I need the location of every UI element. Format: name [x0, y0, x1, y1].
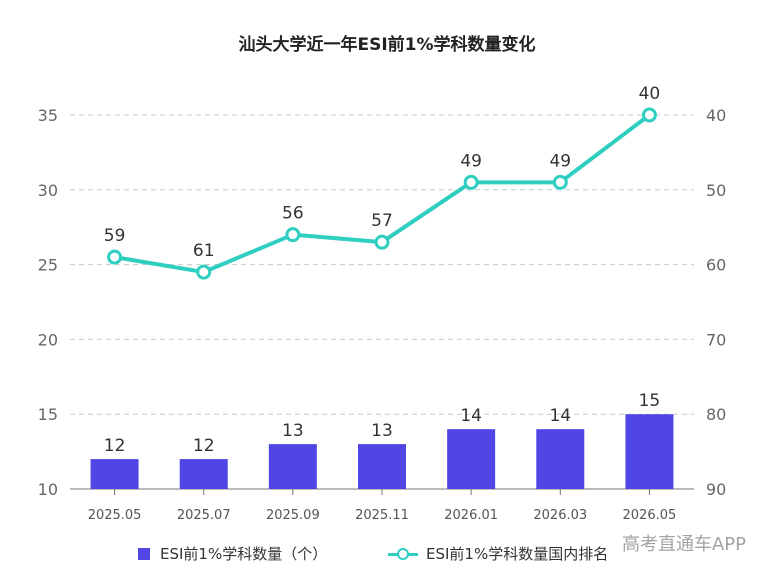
rank-point	[196, 264, 212, 280]
bar-value-label: 12	[104, 436, 126, 456]
bar	[179, 459, 228, 489]
bar-value-label: 14	[549, 406, 571, 426]
rank-point	[641, 107, 657, 123]
x-tick-label: 2025.11	[355, 508, 409, 523]
legend-line-swatch	[388, 547, 418, 560]
bar-value-label: 13	[371, 421, 393, 441]
legend-bar-label: ESI前1%学科数量（个）	[160, 545, 328, 563]
x-tick-label: 2026.05	[623, 508, 677, 523]
legend-bar-swatch	[138, 547, 150, 560]
y-left-tick-label: 10	[38, 480, 58, 499]
y-right-tick-label: 40	[706, 106, 726, 125]
y-right-tick-label: 70	[706, 330, 726, 349]
bar-value-label: 13	[282, 421, 304, 441]
chart-legend: ESI前1%学科数量（个） ESI前1%学科数量国内排名	[0, 543, 774, 563]
rank-point	[463, 174, 479, 190]
bar	[625, 414, 674, 489]
y-right-tick-label: 90	[706, 480, 726, 499]
rank-point	[285, 227, 301, 243]
rank-point	[107, 249, 123, 265]
rank-value-label: 49	[460, 151, 482, 171]
rank-value-label: 61	[193, 241, 215, 261]
rank-point	[552, 174, 568, 190]
rank-value-label: 57	[371, 211, 393, 231]
legend-line-label: ESI前1%学科数量国内排名	[426, 545, 609, 563]
bar	[536, 429, 585, 489]
rank-value-label: 56	[282, 204, 304, 224]
x-tick-label: 2025.09	[266, 508, 320, 523]
bar-value-label: 15	[639, 391, 661, 411]
rank-value-label: 40	[639, 84, 661, 104]
y-left-tick-label: 20	[38, 330, 58, 349]
x-tick-label: 2025.07	[177, 508, 231, 523]
x-tick-label: 2025.05	[88, 508, 142, 523]
chart-title: 汕头大学近一年ESI前1%学科数量变化	[238, 35, 536, 55]
watermark: 高考直通车APP	[621, 534, 746, 555]
y-left-tick-label: 35	[38, 106, 58, 125]
rank-value-label: 59	[104, 226, 126, 246]
y-right-tick-label: 50	[706, 181, 726, 200]
x-tick-label: 2026.03	[533, 508, 587, 523]
rank-value-label: 49	[549, 151, 571, 171]
y-left-tick-label: 30	[38, 181, 58, 200]
bar	[358, 444, 406, 489]
bar	[447, 429, 496, 489]
y-left-tick-label: 15	[38, 405, 58, 424]
x-tick-label: 2026.01	[444, 508, 498, 523]
legend-item-line[interactable]: ESI前1%学科数量国内排名	[388, 543, 608, 564]
bar-value-label: 14	[460, 406, 482, 426]
y-right-tick-label: 60	[706, 256, 726, 275]
y-left-tick-label: 25	[38, 256, 58, 275]
bar-value-label: 12	[193, 436, 215, 456]
legend-item-bar[interactable]: ESI前1%学科数量（个）	[138, 543, 327, 564]
rank-point	[374, 234, 390, 250]
y-right-tick-label: 80	[706, 405, 726, 424]
bar	[268, 444, 317, 489]
bar	[90, 459, 139, 489]
